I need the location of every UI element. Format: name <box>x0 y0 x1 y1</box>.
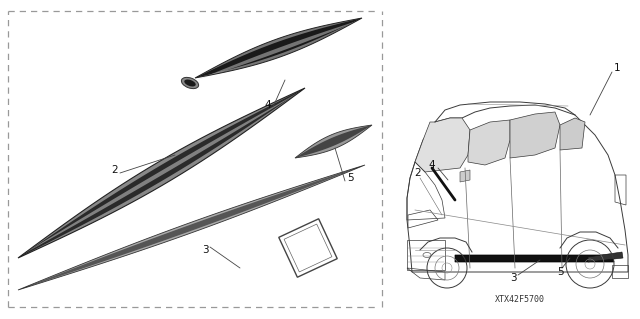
Polygon shape <box>295 125 372 158</box>
Polygon shape <box>460 170 470 182</box>
Polygon shape <box>560 118 585 150</box>
Ellipse shape <box>181 78 198 89</box>
Text: 5: 5 <box>557 267 563 277</box>
Text: 3: 3 <box>202 245 208 255</box>
Text: 2: 2 <box>415 168 421 178</box>
Text: 3: 3 <box>509 273 516 283</box>
Text: 4: 4 <box>265 100 271 110</box>
Polygon shape <box>18 88 305 258</box>
Polygon shape <box>195 18 362 78</box>
Text: 1: 1 <box>614 63 620 73</box>
Polygon shape <box>20 90 303 256</box>
Text: 4: 4 <box>429 160 435 170</box>
Text: 2: 2 <box>112 165 118 175</box>
Polygon shape <box>18 165 365 290</box>
Polygon shape <box>195 18 362 78</box>
Polygon shape <box>18 88 305 258</box>
Text: XTX42F5700: XTX42F5700 <box>495 295 545 305</box>
Polygon shape <box>455 255 614 262</box>
Polygon shape <box>295 125 372 158</box>
Polygon shape <box>510 112 560 158</box>
Polygon shape <box>415 118 470 172</box>
Polygon shape <box>588 252 623 262</box>
Polygon shape <box>18 165 365 290</box>
Text: 5: 5 <box>347 173 353 183</box>
Polygon shape <box>468 120 510 165</box>
Polygon shape <box>197 20 360 80</box>
Ellipse shape <box>184 79 196 86</box>
